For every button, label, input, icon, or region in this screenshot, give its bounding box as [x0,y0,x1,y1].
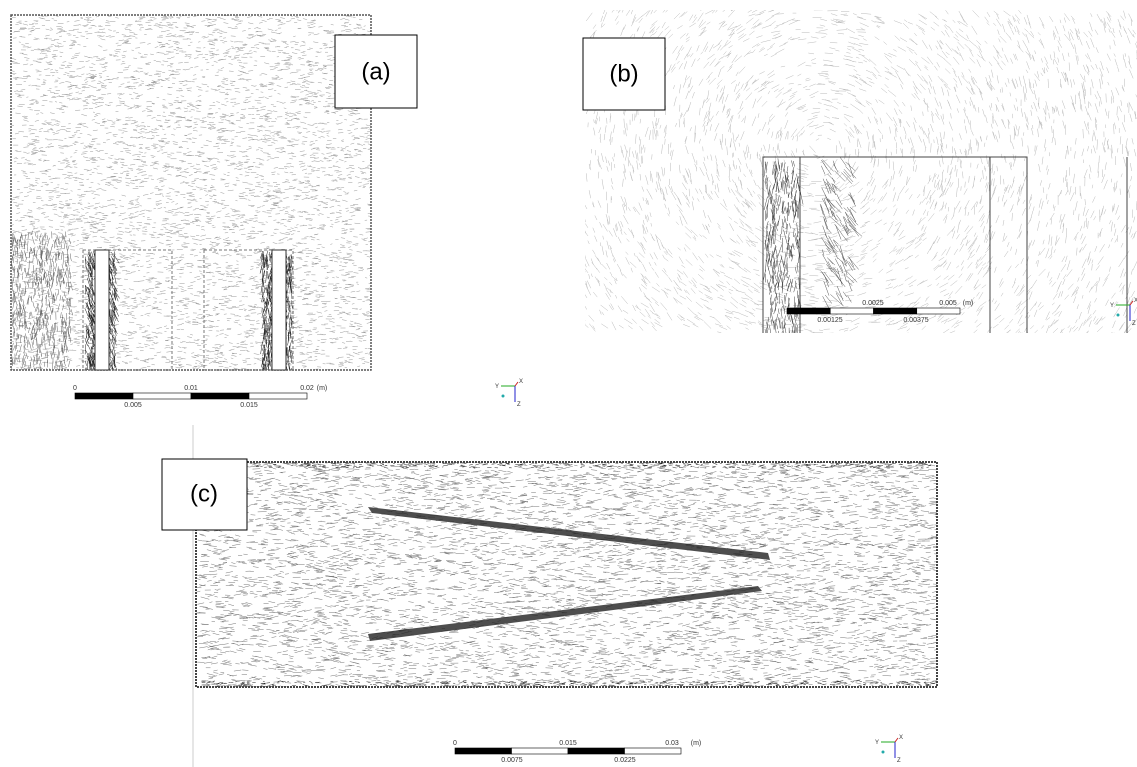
vector-field [762,158,804,333]
vector-field [585,10,1137,333]
scale-label: 0.01 [184,385,198,392]
scale-segment [873,307,918,315]
plate [368,586,762,641]
scale-segment [74,392,134,400]
scale-label: 0.005 [939,300,957,307]
scale-label: 0 [453,740,457,747]
fin-outline [82,249,173,371]
vector-field [11,230,74,370]
scale-label: 0 [73,385,77,392]
triad-label: X [899,735,903,741]
scale-segment [511,747,569,755]
triad-axis [894,737,899,743]
scale-segment [916,307,961,315]
triad-axis [1129,300,1134,306]
label-box [334,34,418,109]
scale-segment [624,747,682,755]
scale-segment [567,747,625,755]
scale-segment [829,307,874,315]
triad-axis [514,381,519,387]
triad-label: Y [875,740,879,746]
plate [271,249,287,371]
vector-field [819,156,863,310]
vector-field [201,680,937,687]
scale-label: 0.03 [665,740,679,747]
triad-origin [881,750,885,754]
scale-segment [132,392,192,400]
scale-segment [454,747,512,755]
vector-field [11,15,371,370]
panel-label: (b) [609,60,638,87]
panel-label: (c) [190,480,218,507]
panel-label: (a) [361,58,390,85]
scale-label: (m) [691,740,702,747]
triad-label: Y [495,384,499,390]
fin-outline [762,156,1128,333]
scale-label: 0.0225 [614,757,636,764]
triad-origin [1116,313,1120,317]
scale-label: 0.0025 [862,300,884,307]
triad-label: Z [517,402,521,408]
scale-segment [248,392,308,400]
vector-field [196,462,937,687]
scale-label: 0.015 [240,402,258,409]
scale-label: 0.015 [559,740,577,747]
fin-outline [203,249,294,371]
scale-label: 0.0075 [501,757,523,764]
scale-label: 0.00375 [903,317,928,324]
plate [94,249,110,371]
triad-label: Z [1132,321,1136,327]
scale-label: (m) [963,300,974,307]
triad-origin [501,394,505,398]
triad-label: X [1134,298,1137,304]
vector-fields [11,10,1137,687]
plate [368,507,770,560]
scale-label: 0.00125 [817,317,842,324]
scale-segment [786,307,831,315]
scale-label: (m) [317,385,328,392]
label-box [582,37,666,111]
triad-label: Y [1110,303,1114,309]
scale-segment [190,392,250,400]
scale-label: 0.02 [300,385,314,392]
scale-label: 0.005 [124,402,142,409]
triad-label: X [519,379,523,385]
triad-label: Z [897,758,901,764]
domain-boundary [195,461,938,688]
domain-boundary [10,14,372,371]
label-box [161,458,248,531]
